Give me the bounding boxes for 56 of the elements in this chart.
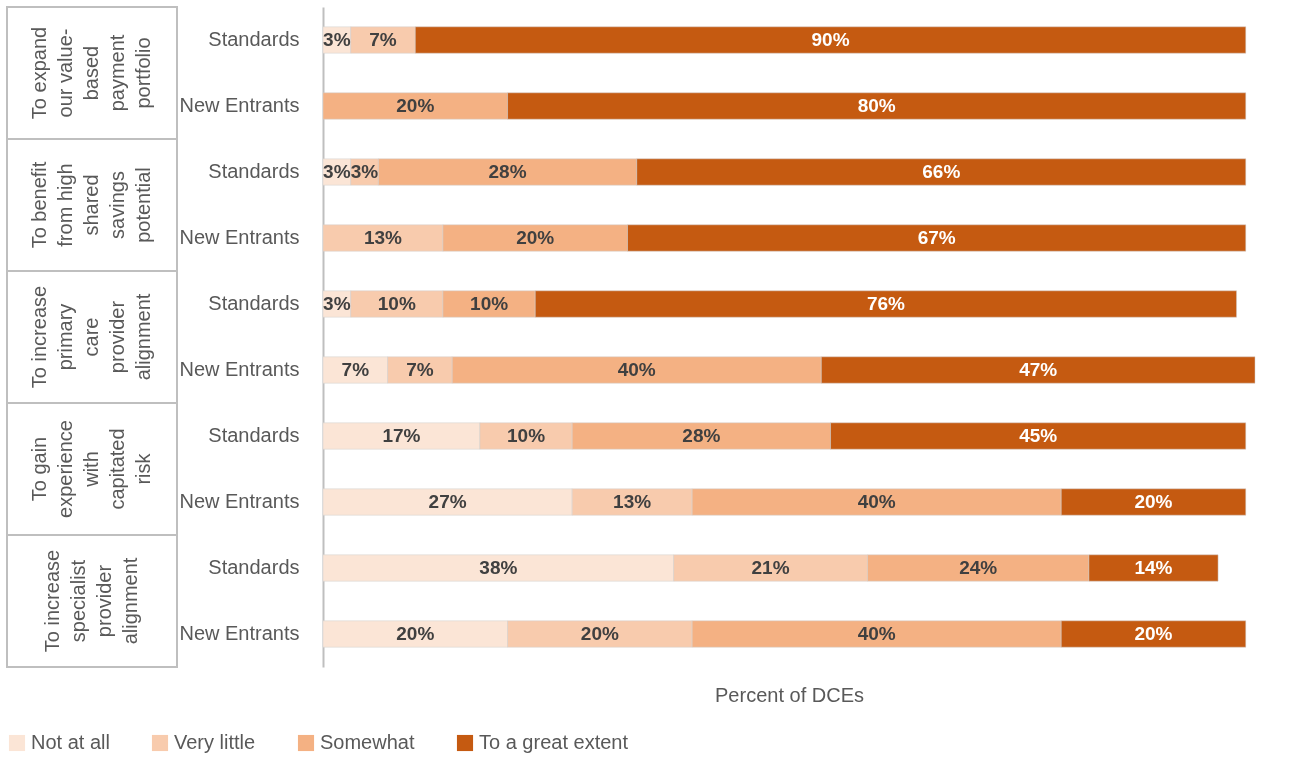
data-label: 28%: [682, 425, 721, 446]
data-label: 13%: [363, 227, 403, 248]
text: To expand our value-based payment portfolio: [28, 26, 154, 120]
data-label: 38%: [479, 557, 518, 578]
data-label: 20%: [396, 95, 435, 116]
y-tick-label: New Entrants: [179, 226, 300, 248]
y-tick-label: Standards: [208, 292, 300, 314]
x-axis-title: Percent of DCEs: [715, 683, 864, 706]
data-label: 20%: [516, 227, 555, 248]
data-label: 20%: [396, 623, 435, 644]
data-label: 27%: [428, 491, 467, 512]
data-label: 3%: [350, 161, 379, 182]
y-tick-label: Standards: [208, 160, 300, 182]
text: To benefit from high shared savings potential: [28, 161, 154, 249]
text: To gain experience with capitated risk: [28, 420, 154, 518]
data-label: 14%: [1134, 557, 1173, 578]
data-label: 10%: [506, 425, 546, 446]
data-label: 80%: [857, 95, 896, 116]
data-label: 7%: [341, 359, 370, 380]
y-tick-label: New Entrants: [179, 490, 300, 512]
data-label: 66%: [922, 161, 961, 182]
data-label: 20%: [1134, 623, 1173, 644]
text: To increase specialist provider alignment: [41, 549, 141, 653]
data-label: 10%: [377, 293, 416, 314]
data-label: 10%: [470, 293, 509, 314]
data-label: 3%: [323, 161, 351, 182]
data-label: 28%: [488, 161, 527, 182]
legend-label: Very little: [174, 731, 256, 753]
data-label: 90%: [811, 29, 850, 50]
data-label: 40%: [857, 623, 896, 644]
data-label: 47%: [1019, 359, 1058, 380]
legend-label: Not at all: [31, 731, 110, 753]
data-label: 45%: [1019, 425, 1058, 446]
text: To increase primary care provider alignment: [28, 285, 154, 389]
data-label: 17%: [382, 425, 421, 446]
legend-label: To a great extent: [479, 731, 629, 753]
data-label: 7%: [406, 359, 434, 380]
y-tick-label: Standards: [208, 424, 300, 446]
y-tick-label: New Entrants: [179, 94, 300, 116]
data-label: 21%: [751, 557, 790, 578]
data-label: 40%: [857, 491, 896, 512]
data-label: 67%: [917, 227, 956, 248]
data-label: 24%: [959, 557, 998, 578]
data-label: 40%: [617, 359, 656, 380]
data-label: 13%: [613, 491, 652, 512]
data-label: 76%: [866, 293, 906, 314]
y-tick-label: Standards: [208, 556, 300, 578]
legend-label: Somewhat: [320, 731, 415, 753]
data-label: 7%: [369, 29, 397, 50]
y-tick-label: New Entrants: [179, 622, 300, 644]
y-tick-label: New Entrants: [179, 358, 300, 380]
data-label: 20%: [580, 623, 619, 644]
y-tick-label: Standards: [208, 28, 300, 50]
data-label: 3%: [323, 293, 351, 314]
data-label: 3%: [323, 29, 351, 50]
data-label: 20%: [1134, 491, 1173, 512]
